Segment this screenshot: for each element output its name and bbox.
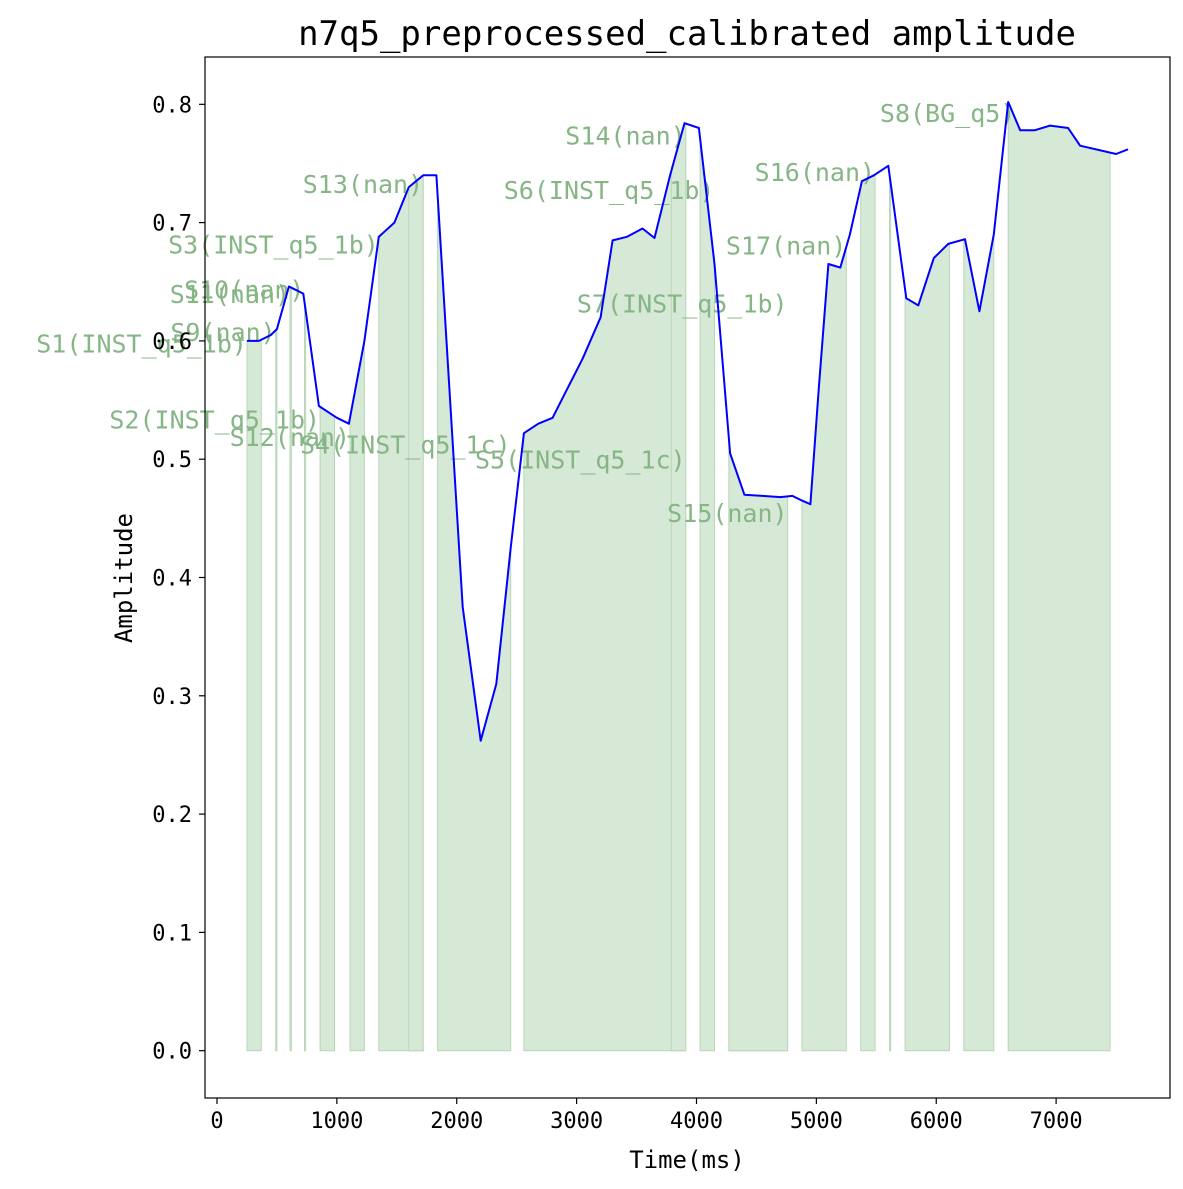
segment-fill-5 xyxy=(319,405,335,1052)
y-tick-label: 0.3 xyxy=(152,685,192,710)
segment-label: S2(INST_q5_1b) xyxy=(109,405,320,434)
y-tick-label: 0.0 xyxy=(152,1040,192,1065)
segment-fill-11 xyxy=(670,122,687,1052)
segment-fill-19 xyxy=(963,234,995,1052)
segment-labels: S1(INST_q5_1b)S9(nan) S11(nan)S10(nan) S2(… xyxy=(36,99,1015,528)
y-tick-label: 0.7 xyxy=(152,212,192,237)
segment-label: S16(nan) xyxy=(755,158,875,187)
segment-label: S10(nan) xyxy=(184,275,304,304)
segment-fill-15 xyxy=(801,246,847,1052)
segment-fills xyxy=(246,101,1111,1052)
segment-fill-16 xyxy=(860,173,876,1052)
y-tick-label: 0.5 xyxy=(152,448,192,473)
x-tick-label: 2000 xyxy=(430,1109,483,1134)
segment-label: S1(INST_q5_1b) xyxy=(36,330,247,359)
segment-label: S7(INST_q5_1b) xyxy=(577,290,788,319)
segment-label: S4(INST_q5_1c) xyxy=(300,430,511,459)
x-tick-label: 3000 xyxy=(550,1109,603,1134)
segment-fill-12 xyxy=(699,138,715,1052)
y-tick-label: 0.6 xyxy=(152,330,192,355)
chart-title: n7q5_preprocessed_calibrated amplitude xyxy=(298,14,1076,54)
segment-label: S6(INST_q5_1b) xyxy=(504,176,715,205)
y-axis-ticks: 0.0 0.1 0.2 0.3 0.4 0.5 0.6 0.7 0.8 xyxy=(152,93,205,1065)
segment-label: S14(nan) xyxy=(565,122,685,151)
segment-fill-20 xyxy=(1007,101,1111,1052)
y-axis-label: Amplitude xyxy=(110,513,138,643)
x-tick-label: 5000 xyxy=(790,1109,843,1134)
segment-label: S3(INST_q5_1b) xyxy=(168,230,379,259)
amplitude-line-layer xyxy=(247,101,1129,742)
segment-label: S12(nan) xyxy=(230,423,350,452)
segment-label: S8(BG_q5) xyxy=(880,99,1015,128)
segment-label: S9(nan) xyxy=(170,318,275,347)
segment-fill-14 xyxy=(728,438,789,1052)
y-tick-label: 0.1 xyxy=(152,921,192,946)
segment-label: S13(nan) xyxy=(303,170,423,199)
x-tick-label: 0 xyxy=(210,1109,223,1134)
segment-fill-18 xyxy=(904,242,950,1052)
y-tick-label: 0.4 xyxy=(152,567,192,592)
x-tick-label: 4000 xyxy=(670,1109,723,1134)
y-tick-label: 0.2 xyxy=(152,803,192,828)
segment-fill-3 xyxy=(289,286,292,1052)
segment-fill-17 xyxy=(889,174,892,1052)
segment-label: S15(nan) xyxy=(667,499,787,528)
segment-label: S5(INST_q5_1c) xyxy=(475,446,686,475)
segment-label: S11(nan) xyxy=(170,280,290,309)
segment-label: S17(nan) xyxy=(726,232,846,261)
segment-fill-10 xyxy=(523,122,687,1052)
x-tick-label: 6000 xyxy=(910,1109,963,1134)
x-axis-ticks: 0 1000 2000 3000 4000 5000 6000 7000 xyxy=(210,1098,1083,1134)
amplitude-line xyxy=(247,101,1129,742)
x-axis-label: Time(ms) xyxy=(629,1146,745,1174)
y-tick-label: 0.8 xyxy=(152,93,192,118)
segment-fill-9 xyxy=(437,194,512,1052)
x-tick-label: 7000 xyxy=(1030,1109,1083,1134)
segment-fill-8 xyxy=(408,174,424,1052)
x-tick-label: 1000 xyxy=(310,1109,363,1134)
